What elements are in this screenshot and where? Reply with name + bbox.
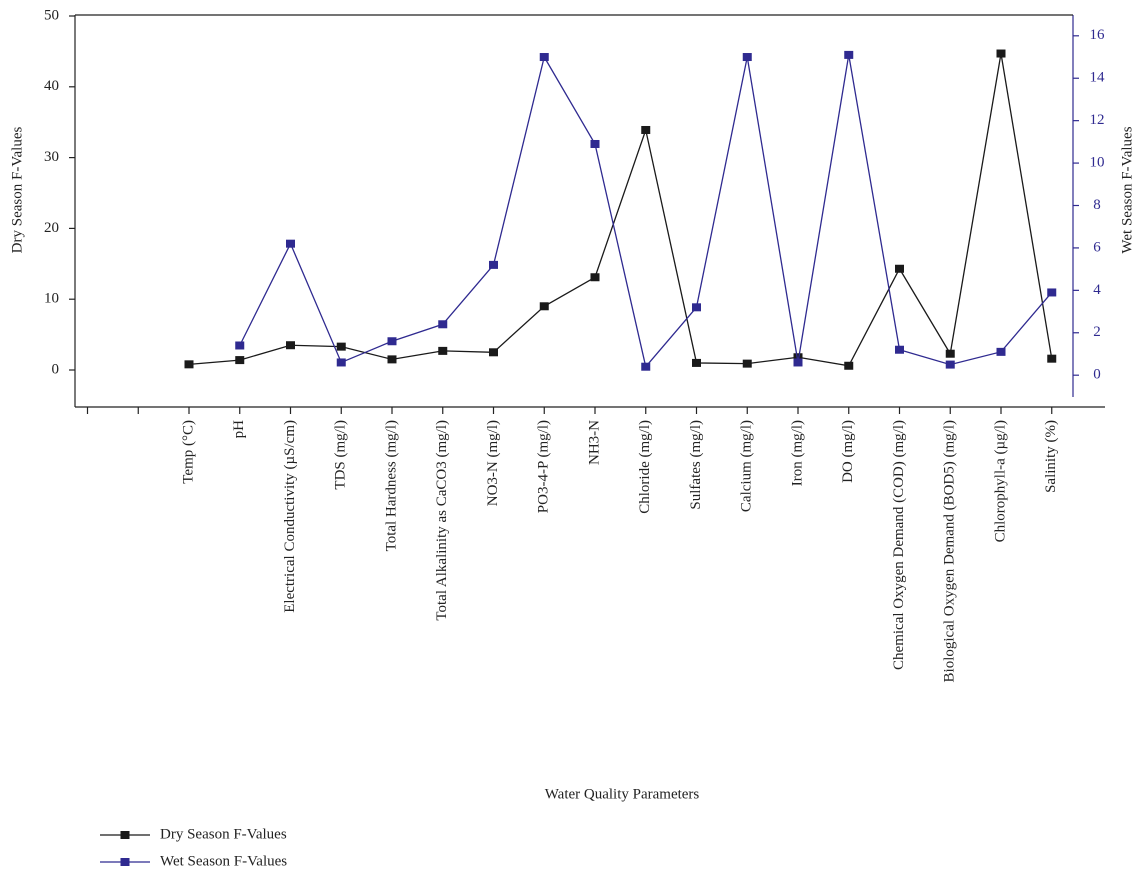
marker [235,356,245,365]
y-tick-label: 30 [44,149,59,165]
marker [286,239,295,248]
x-tick-label: Electrical Conductivity (µS/cm) [282,420,298,613]
x-tick-label: pH [231,420,247,439]
marker [793,358,803,367]
marker [1047,354,1057,363]
marker [235,341,245,350]
y2-tick-label: 16 [1090,27,1106,43]
marker [844,361,854,370]
marker [641,362,651,371]
series-line [188,53,1053,367]
marker [286,341,295,350]
legend-label: Wet Season F-Values [160,853,287,869]
x-tick-label: Biological Oxygen Demand (BOD5) (mg/l) [942,420,958,682]
x-tick-label: Iron (mg/l) [789,420,805,486]
marker [184,360,194,369]
x-tick-label: Chloride (mg/l) [637,420,653,514]
marker [336,358,346,367]
marker [489,260,498,269]
legend-marker [120,858,130,866]
marker [336,342,346,351]
marker [945,349,955,358]
marker [895,264,904,273]
marker [844,50,854,59]
x-tick-label: Total Alkalinity as CaCO3 (mg/l) [434,420,450,621]
x-axis-title: Water Quality Parameters [545,786,700,802]
y2-tick-label: 4 [1093,282,1101,298]
marker [438,320,448,329]
x-tick-label: DO (mg/l) [840,420,856,483]
marker [1047,288,1057,297]
y-tick-label: 10 [44,291,59,307]
x-tick-label: Chemical Oxygen Demand (COD) (mg/l) [891,420,907,670]
x-tick-label: Sulfates (mg/l) [688,420,704,510]
marker [692,303,701,312]
marker [793,353,803,362]
marker [438,346,448,355]
x-tick-label: Temp (°C) [180,420,196,484]
legend-label: Dry Season F-Values [160,826,287,842]
marker [895,345,904,354]
marker [590,139,600,148]
marker [692,358,701,367]
marker [945,360,955,369]
marker [387,355,397,364]
y2-tick-label: 6 [1093,239,1101,255]
marker [742,53,752,62]
marker [996,347,1006,356]
y2-tick-label: 2 [1093,324,1101,340]
marker [996,49,1006,58]
x-tick-label: TDS (mg/l) [333,420,349,490]
y2-tick-label: 12 [1090,112,1105,128]
x-tick-label: Chlorophyll-a (µg/l) [992,420,1008,542]
marker [489,348,498,357]
y-tick-label: 0 [52,361,60,377]
x-tick-label: Salinity (%) [1043,420,1059,493]
y-tick-label: 50 [44,7,59,23]
y2-tick-label: 10 [1090,155,1105,171]
y-tick-label: 20 [44,220,59,236]
y2-tick-label: 8 [1093,197,1101,213]
y-axis-title: Dry Season F-Values [9,127,25,254]
marker [590,273,600,282]
x-tick-label: Calcium (mg/l) [739,420,755,512]
x-tick-label: Total Hardness (mg/l) [383,420,399,551]
y2-axis-title: Wet Season F-Values [1119,126,1135,253]
marker [641,125,651,134]
marker [742,359,752,368]
legend-marker [120,831,130,839]
x-tick-label: NH3-N [586,420,602,465]
marker [539,53,549,62]
y2-tick-label: 14 [1090,70,1106,86]
y2-tick-label: 0 [1093,367,1101,383]
x-tick-label: PO3-4-P (mg/l) [536,420,552,513]
marker [539,302,549,311]
y-tick-label: 40 [44,78,59,94]
x-tick-label: NO3-N (mg/l) [485,420,501,506]
marker [387,337,397,346]
